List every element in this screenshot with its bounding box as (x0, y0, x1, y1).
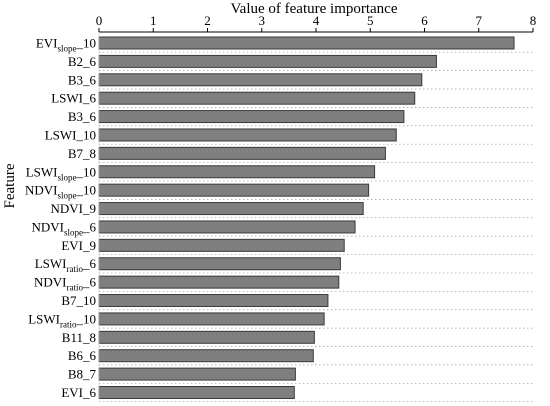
category-label: B6_6 (68, 348, 97, 363)
category-label: LSWI_6 (51, 91, 96, 106)
category-label: NDVIratio_6 (34, 275, 97, 293)
bar (98, 294, 329, 308)
x-tick-label: 8 (530, 13, 537, 28)
category-label: LSWIratio_10 (28, 311, 96, 329)
bar (98, 54, 437, 68)
x-tick-label: 3 (259, 13, 266, 28)
category-label: B7_8 (68, 146, 96, 161)
bar (98, 91, 416, 105)
bar (98, 128, 397, 142)
bar (98, 220, 356, 234)
category-label: B7_10 (61, 293, 96, 308)
category-label: EVIslope_10 (36, 36, 96, 54)
bar (98, 110, 405, 124)
bar (98, 330, 315, 344)
grid-lines (99, 51, 533, 403)
category-label: B11_8 (62, 330, 96, 345)
bar (98, 275, 340, 289)
x-axis (98, 28, 534, 400)
bar (98, 146, 386, 160)
category-label: NDVIslope_10 (25, 183, 96, 201)
category-label: LSWI_10 (45, 127, 96, 142)
bar (98, 165, 376, 179)
category-label: LSWIslope_10 (26, 164, 96, 182)
bar (98, 183, 370, 197)
x-tick-label: 0 (96, 13, 103, 28)
x-tick-label: 6 (421, 13, 428, 28)
x-tick-label: 7 (476, 13, 483, 28)
category-label: NDVIslope_6 (32, 219, 97, 237)
x-tick-label: 4 (313, 13, 320, 28)
category-label: B3_6 (68, 72, 97, 87)
category-label: B2_6 (68, 54, 97, 69)
bar (98, 312, 325, 326)
category-label: NDVI_9 (51, 201, 97, 216)
bar (98, 36, 515, 50)
bar (98, 257, 341, 271)
bar (98, 367, 296, 381)
bar (98, 238, 345, 252)
x-tick-label: 5 (367, 13, 374, 28)
x-tick-label: 1 (150, 13, 157, 28)
bar (98, 386, 295, 399)
category-label: EVI_6 (61, 385, 96, 400)
category-label: B3_6 (68, 109, 97, 124)
category-label: EVI_9 (61, 238, 96, 253)
y-axis-title: Feature (2, 163, 18, 208)
category-label: B8_7 (68, 367, 97, 382)
bar (98, 349, 314, 363)
bars (98, 36, 515, 399)
x-axis-title: Value of feature importance (231, 1, 398, 17)
x-tick-label: 2 (204, 13, 211, 28)
x-tick-labels: 0 1 2 3 4 5 6 7 8 (96, 13, 537, 28)
bar (98, 73, 423, 87)
bar (98, 202, 364, 216)
category-label: LSWIratio_6 (35, 256, 97, 274)
